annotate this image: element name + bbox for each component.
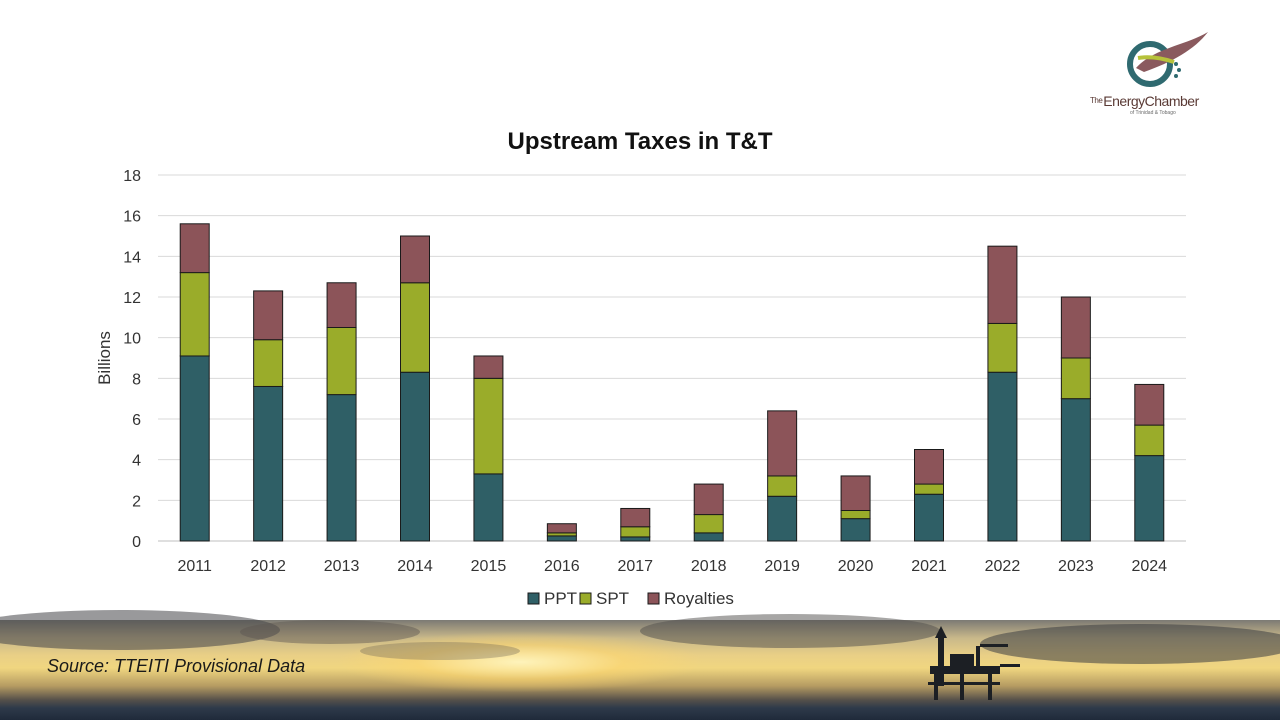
bar-ppt-2015 [473,473,504,542]
bar-ppt-2019 [767,495,798,542]
legend-label-royalties: Royalties [664,589,734,608]
bar-ppt-2016 [546,535,577,542]
y-tick-label: 8 [132,371,141,388]
oil-rig-icon [928,626,1020,700]
bar-royalties-2013 [326,282,357,328]
y-tick-label: 14 [123,249,141,266]
bar-spt-2012 [253,339,284,387]
bar-spt-2011 [179,272,210,357]
bar-royalties-2015 [473,355,504,379]
legend-swatch-ppt [527,592,540,605]
x-tick-label: 2018 [691,558,727,575]
logo-accent-icon [1137,55,1175,64]
x-tick-label: 2012 [250,558,286,575]
logo-subtitle: of Trinidad & Tobago [1130,110,1176,116]
bar-royalties-2012 [253,290,284,341]
x-tick-label: 2022 [985,558,1021,575]
legend-swatch-royalties [647,592,660,605]
stacked-bar-chart: Upstream Taxes in T&T 0 2 4 6 8 10 12 14 16 18 Bill… [95,128,1186,608]
bar-ppt-2018 [693,532,724,542]
sunset-banner [0,610,1280,720]
bar-royalties-2020 [840,475,871,511]
y-tick-label: 16 [123,209,141,226]
y-tick-label: 2 [132,493,141,510]
bar-ppt-2024 [1134,455,1165,542]
bar-ppt-2020 [840,518,871,542]
bar-ppt-2013 [326,394,357,542]
bar-ppt-2012 [253,385,284,542]
x-tick-label: 2019 [764,558,800,575]
y-tick-label: 12 [123,290,141,307]
bar-royalties-2018 [693,483,724,516]
bar-spt-2018 [693,514,724,534]
x-tick-label: 2024 [1131,558,1167,575]
bar-royalties-2024 [1134,383,1165,426]
source-note: Source: TTEITI Provisional Data [47,656,306,676]
x-tick-label: 2021 [911,558,947,575]
y-tick-label: 4 [132,453,141,470]
bar-spt-2024 [1134,424,1165,457]
legend-label-ppt: PPT [544,589,577,608]
bar-ppt-2023 [1060,398,1091,542]
x-tick-label: 2023 [1058,558,1094,575]
y-tick-label: 0 [132,534,141,551]
bar-royalties-2016 [546,523,577,534]
bar-royalties-2021 [914,449,944,485]
x-tick-label: 2020 [838,558,874,575]
bar-royalties-2019 [767,410,798,477]
x-tick-label: 2017 [617,558,653,575]
logo-wordmark: TheEnergyChamber [1090,93,1199,109]
x-tick-label: 2011 [178,558,213,575]
bar-spt-2021 [914,483,944,495]
bar-royalties-2023 [1060,296,1091,359]
bar-ppt-2022 [987,371,1018,542]
bar-royalties-2011 [179,223,210,274]
logo-ring-icon [1127,41,1173,87]
bar-spt-2013 [326,327,357,396]
x-tick-label: 2013 [324,558,360,575]
bar-ppt-2017 [620,536,651,542]
x-tick-label: 2016 [544,558,580,575]
energy-chamber-logo [1127,32,1208,87]
y-tick-label: 10 [123,331,141,348]
bar-royalties-2017 [620,507,651,528]
bar-spt-2014 [400,282,430,373]
bar-spt-2019 [767,475,798,497]
bar-spt-2017 [620,526,651,538]
x-tick-label: 2015 [471,558,507,575]
chart-title: Upstream Taxes in T&T [508,128,773,155]
bar-royalties-2022 [987,245,1018,324]
y-tick-label: 18 [123,168,141,185]
bar-royalties-2014 [400,235,430,284]
bar-ppt-2011 [179,355,210,542]
bar-spt-2022 [987,322,1018,373]
y-axis-label: Billions [95,331,114,385]
bar-spt-2023 [1060,357,1091,400]
logo-swoosh-icon [1136,32,1208,72]
bar-spt-2020 [840,510,871,520]
bar-spt-2015 [473,377,504,475]
x-tick-label: 2014 [397,558,433,575]
bar-ppt-2021 [914,493,944,542]
y-tick-label: 6 [132,412,141,429]
legend-swatch-spt [579,592,592,605]
bar-ppt-2014 [400,371,430,542]
legend-label-spt: SPT [596,589,629,608]
